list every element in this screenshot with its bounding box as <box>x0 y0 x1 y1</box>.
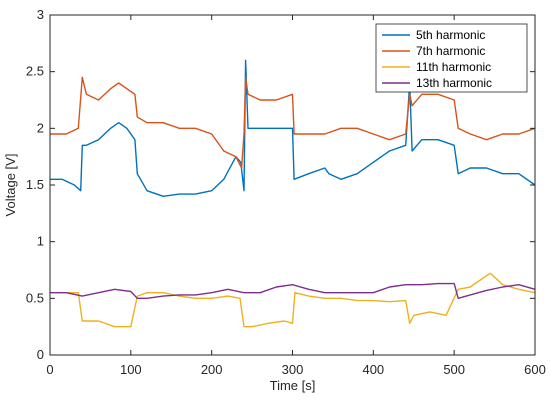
x-tick-label: 0 <box>46 362 53 377</box>
x-axis-ticks: 0 100 200 300 400 500 600 <box>46 15 546 377</box>
y-tick-label: 3 <box>37 7 44 22</box>
x-tick-label: 200 <box>201 362 223 377</box>
series-line-3 <box>50 272 536 328</box>
legend-label: 11th harmonic <box>416 60 491 74</box>
x-tick-label: 100 <box>120 362 142 377</box>
y-tick-label: 1 <box>37 234 44 249</box>
series-layer <box>50 59 536 328</box>
x-tick-label: 300 <box>282 362 304 377</box>
y-axis-title: Voltage [V] <box>3 154 18 217</box>
y-axis-ticks: 0 0.5 1 1.5 2 2.5 3 <box>26 7 535 362</box>
legend: 5th harmonic 7th harmonic 11th harmonic 13t… <box>375 23 528 93</box>
x-tick-label: 600 <box>524 362 546 377</box>
y-tick-label: 1.5 <box>26 177 44 192</box>
series-line-4 <box>50 282 536 299</box>
legend-label: 5th harmonic <box>416 28 485 42</box>
x-tick-label: 400 <box>362 362 384 377</box>
y-tick-label: 0 <box>37 347 44 362</box>
series-line-1 <box>50 59 536 198</box>
x-axis-title: Time [s] <box>270 378 316 393</box>
y-tick-label: 0.5 <box>26 290 44 305</box>
x-tick-label: 500 <box>443 362 465 377</box>
y-tick-label: 2 <box>37 120 44 135</box>
legend-label: 7th harmonic <box>416 44 485 58</box>
series-line-2 <box>50 76 536 169</box>
y-tick-label: 2.5 <box>26 64 44 79</box>
legend-label: 13th harmonic <box>416 76 492 90</box>
